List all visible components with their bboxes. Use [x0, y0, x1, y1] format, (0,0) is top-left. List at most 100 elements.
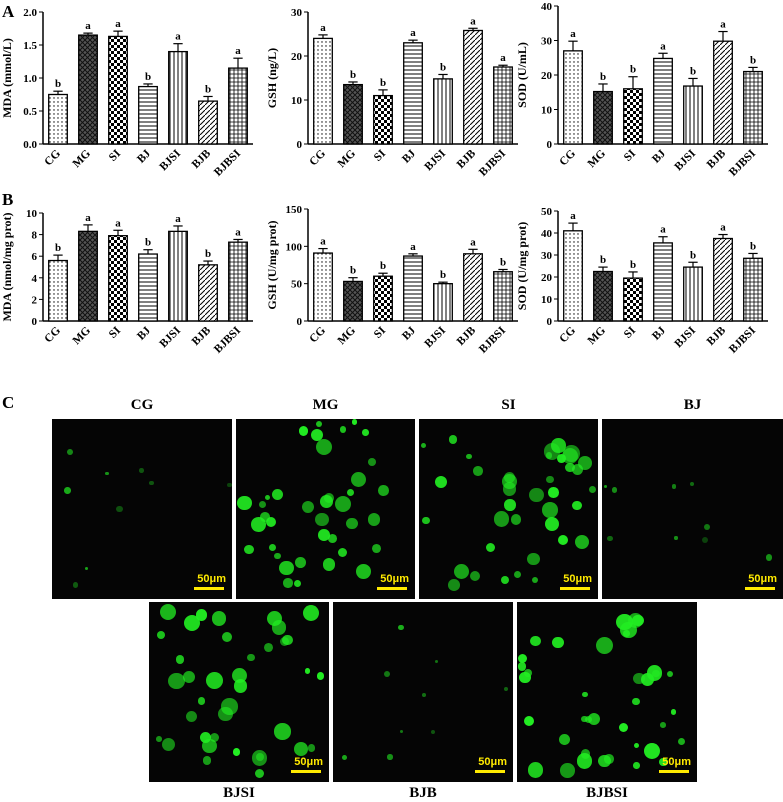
fluorescent-cell	[572, 500, 582, 511]
micrograph-mg: 50μm	[236, 419, 415, 599]
significance-label: b	[750, 240, 756, 252]
fluorescent-cell	[689, 482, 694, 487]
y-tick-label: 0	[32, 316, 38, 328]
fluorescent-cell	[294, 741, 308, 756]
y-tick-label: 30	[541, 250, 553, 262]
y-axis-label: SOD (U/mg prot)	[515, 222, 529, 310]
fluorescent-cell	[504, 499, 516, 511]
category-label: BJSI	[672, 147, 698, 173]
fluorescent-cell	[453, 563, 469, 579]
fluorescent-cell	[596, 636, 613, 654]
fluorescent-cell	[633, 762, 640, 769]
category-label: BJB	[705, 324, 729, 348]
micrograph-title: CG	[130, 397, 154, 413]
significance-label: a	[720, 19, 726, 31]
y-tick-label: 1.0	[23, 73, 37, 85]
micrograph-title: BJB	[409, 785, 437, 801]
fluorescent-cell	[347, 488, 355, 496]
fluorescent-cell	[298, 426, 309, 437]
micrograph-title: SI	[501, 397, 516, 413]
significance-label: a	[320, 236, 326, 248]
category-label: BJ	[400, 147, 418, 165]
y-axis-label: MDA (mmol/L)	[0, 38, 14, 118]
category-label: BJBSI	[727, 147, 758, 178]
category-label: BJBSI	[212, 147, 243, 178]
fluorescent-cell	[116, 505, 123, 513]
bar-bjb	[713, 237, 733, 322]
y-axis-label: SOD (U/mL)	[515, 42, 529, 108]
category-label: BJ	[400, 324, 418, 342]
fluorescent-cell	[517, 653, 527, 664]
fluorescent-cell	[581, 716, 588, 723]
bar-si	[373, 94, 393, 145]
fluorescent-cell	[701, 536, 709, 544]
category-label: SI	[372, 147, 389, 164]
category-label: MG	[586, 325, 609, 348]
fluorescent-cell	[85, 566, 89, 570]
significance-label: a	[115, 217, 121, 229]
bar-cg	[563, 230, 583, 322]
bar-bj	[653, 242, 673, 322]
category-label: BJBSI	[727, 324, 758, 355]
bar-cg	[313, 252, 333, 322]
fluorescent-cell	[271, 619, 287, 635]
fluorescent-cell	[543, 443, 561, 460]
significance-label: b	[205, 248, 211, 260]
fluorescent-cell	[263, 643, 273, 652]
category-label: BJ	[135, 147, 153, 165]
fluorescent-cell	[323, 492, 334, 503]
fluorescent-cell	[523, 715, 534, 726]
bar-bjbsi	[228, 241, 248, 322]
fluorescent-cell	[260, 511, 271, 522]
fluorescent-cell	[618, 722, 629, 732]
fluorescent-cell	[399, 729, 404, 734]
y-tick-label: 10	[541, 105, 553, 117]
category-label: BJ	[650, 324, 668, 342]
significance-label: a	[115, 18, 121, 30]
fluorescent-cell	[607, 535, 614, 542]
fluorescent-cell	[519, 672, 531, 684]
fluorescent-cell	[247, 653, 256, 662]
fluorescent-cell	[362, 429, 369, 436]
fluorescent-cell	[545, 516, 560, 531]
fluorescent-cell	[258, 500, 266, 508]
category-label: CG	[307, 325, 328, 346]
significance-label: b	[600, 254, 606, 266]
chart-1: 0.0 0.5 1.0 1.5 2.0 MDA (mmol/L) b CG a MG a SI b BJ a…	[0, 7, 253, 179]
bar-cg	[48, 93, 68, 145]
fluorescent-cell	[422, 692, 426, 697]
chart-3: 0 10 20 30 40 SOD (U/mL) a CG b MG b SI a BJ b BJSI a BJB…	[515, 1, 768, 179]
bar-charts: 0.0 0.5 1.0 1.5 2.0 MDA (mmol/L) b CG a MG a SI b BJ a…	[0, 1, 768, 356]
category-label: BJB	[190, 147, 214, 171]
fluorescent-cell	[572, 463, 584, 475]
y-tick-label: 0.0	[23, 139, 37, 151]
scale-bar-label: 50μm	[197, 573, 226, 585]
significance-label: a	[410, 27, 416, 39]
fluorescent-cell	[430, 730, 435, 735]
fluorescent-cell	[677, 737, 686, 745]
bar-bjsi	[168, 50, 188, 145]
chart-5: 0 50 100 150 GSH (U/mg prot) a CG b MG b SI a BJ b BJS…	[265, 204, 518, 356]
fluorescent-cell	[510, 513, 522, 525]
y-tick-label: 0.5	[23, 106, 37, 118]
fluorescent-cell	[435, 476, 448, 488]
y-tick-label: 0	[297, 139, 303, 151]
fluorescent-cell	[328, 534, 337, 544]
fluorescent-cell	[66, 449, 73, 456]
fluorescent-cell	[674, 536, 678, 540]
fluorescent-cell	[660, 722, 666, 728]
y-tick-label: 2.0	[23, 7, 37, 19]
fluorescent-cell	[256, 753, 265, 762]
significance-label: b	[145, 71, 151, 83]
y-tick-label: 1.5	[23, 40, 37, 52]
bar-cg	[563, 50, 583, 145]
fluorescent-cell	[659, 757, 668, 767]
bar-mg	[593, 270, 613, 322]
fluorescent-cell	[558, 534, 569, 545]
bar-mg	[343, 83, 363, 145]
fluorescent-cell	[237, 495, 253, 511]
fluorescent-cell	[434, 659, 439, 664]
significance-label: a	[570, 28, 576, 40]
y-tick-label: 40	[541, 228, 553, 240]
fluorescent-cell	[274, 723, 291, 740]
